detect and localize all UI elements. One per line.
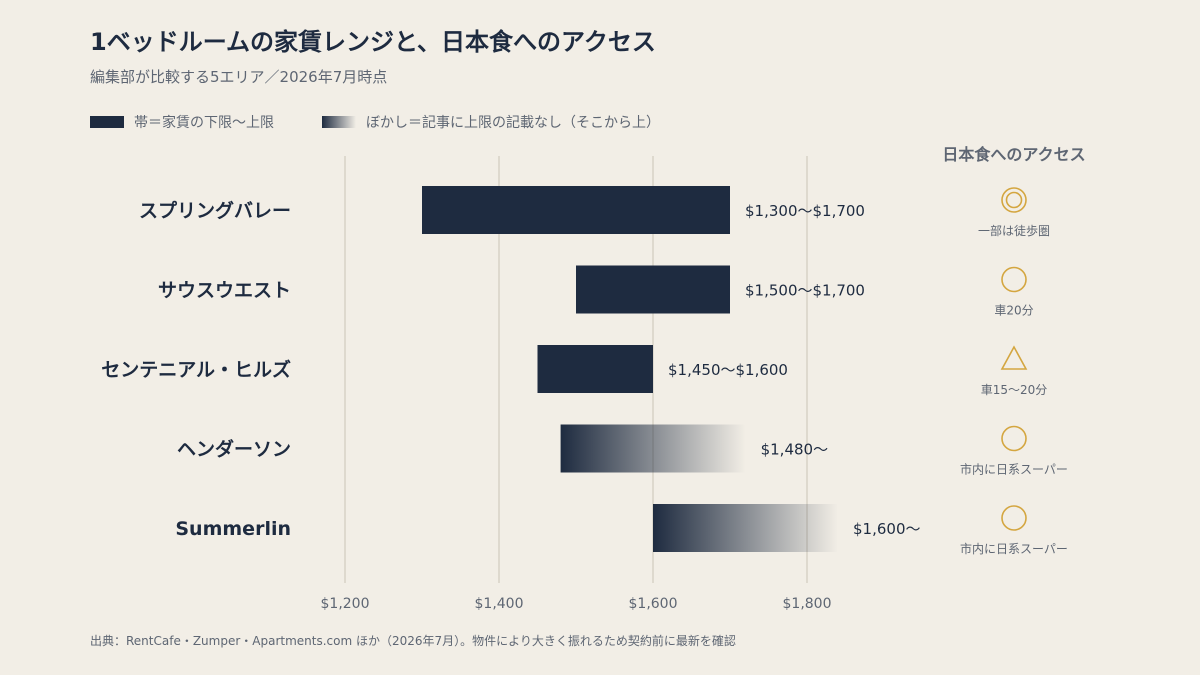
legend-item-fade: ぼかし＝記事に上限の記載なし（そこから上） [322,112,660,132]
legend-swatch-solid [90,116,124,128]
x-tick-label: $1,800 [783,596,832,612]
access-label: 一部は徒歩圏 [978,223,1050,238]
value-label: $1,480〜 [761,441,829,459]
access-label: 車20分 [994,304,1033,318]
category-label: スプリングバレー [139,199,291,222]
category-label: サウスウエスト [158,280,291,302]
value-label: $1,450〜$1,600 [668,361,788,379]
chart-title: 1ベッドルームの家賃レンジと、日本食へのアクセス [90,28,656,56]
x-tick-label: $1,200 [321,596,370,612]
circle-icon [1001,425,1027,452]
access-column: 日本食へのアクセス 一部は徒歩圏車20分車15〜20分市内に日系スーパー市内に日… [942,145,1085,556]
access-label: 市内に日系スーパー [960,541,1068,556]
circle-icon [1001,505,1027,531]
value-label: $1,300〜$1,700 [745,202,865,220]
value-label: $1,500〜$1,700 [745,282,865,300]
legend-item-solid: 帯＝家賃の下限〜上限 [90,112,274,132]
value-label: $1,600〜 [853,520,921,538]
range-bar [576,265,730,314]
access-label: 市内に日系スーパー [960,462,1068,477]
chart-subtitle: 編集部が比較する5エリア／2026年7月時点 [90,68,388,86]
category-label: ヘンダーソン [177,438,291,461]
bars [422,186,838,552]
source-note: 出典：RentCafe・Zumper・Apartments.com ほか（202… [90,634,736,648]
access-label: 車15〜20分 [981,383,1048,397]
range-bar-open [653,504,838,552]
double-circle-icon [1001,187,1027,213]
legend-label-solid: 帯＝家賃の下限〜上限 [134,115,274,131]
category-label: センテニアル・ヒルズ [101,358,291,381]
x-tick-label: $1,400 [475,596,524,612]
triangle-icon [1000,345,1028,370]
range-bar [537,345,653,393]
category-label: Summerlin [175,518,291,540]
circle-icon [1001,266,1027,293]
range-bar [422,186,730,234]
legend-swatch-fade [322,116,356,128]
labels: $1,200 $1,400 $1,600 $1,800 スプリングバレー $1,300〜$… [101,199,920,612]
access-header: 日本食へのアクセス [942,145,1085,164]
range-bar-open [560,424,746,473]
x-tick-label: $1,600 [629,596,678,612]
legend-label-fade: ぼかし＝記事に上限の記載なし（そこから上） [366,115,660,131]
